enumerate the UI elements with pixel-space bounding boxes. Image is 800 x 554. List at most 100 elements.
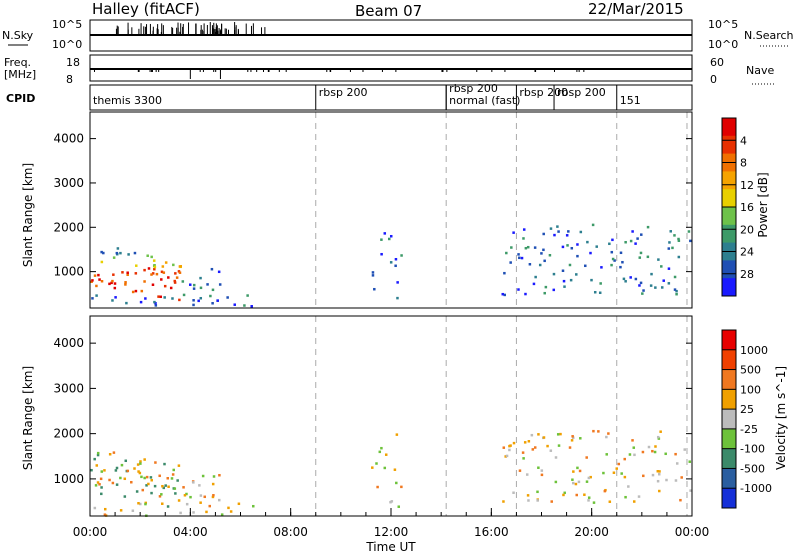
freq-dot (578, 70, 580, 72)
echo-cell (667, 247, 671, 250)
echo-cell (94, 484, 98, 487)
echo-cell (102, 251, 105, 255)
freq-dot (491, 70, 493, 72)
freq-tick-bottom: 8 (66, 73, 73, 86)
echo-cell (376, 485, 379, 489)
velocity-scatter (90, 429, 692, 517)
echo-cell (199, 276, 202, 280)
echo-cell (93, 506, 97, 510)
echo-cell (93, 457, 96, 461)
echo-cell (113, 282, 117, 285)
echo-cell (537, 466, 540, 469)
echo-cell (646, 255, 650, 259)
echo-cell (99, 477, 103, 481)
nave-tick-bottom: 0 (710, 73, 717, 86)
freq-dot (441, 70, 443, 72)
echo-cell (556, 433, 560, 436)
echo-cell (208, 504, 211, 508)
echo-cell (169, 286, 173, 290)
echo-cell (161, 502, 164, 505)
freq-dot (202, 70, 204, 72)
freq-dot (158, 70, 160, 72)
echo-cell (587, 496, 591, 499)
echo-cell (147, 482, 150, 486)
echo-cell (608, 242, 611, 246)
echo-cell (158, 495, 162, 498)
echo-cell (536, 490, 539, 494)
echo-cell (531, 448, 535, 451)
echo-cell (629, 276, 632, 279)
echo-cell (126, 271, 129, 274)
echo-cell (668, 241, 671, 244)
echo-cell (561, 245, 565, 249)
freq-dot (442, 70, 444, 72)
echo-cell (380, 238, 383, 241)
echo-cell (688, 460, 692, 463)
echo-cell (145, 484, 148, 487)
echo-cell (199, 494, 203, 497)
echo-cell (133, 251, 137, 255)
echo-cell (586, 240, 589, 244)
echo-cell (103, 513, 107, 516)
echo-cell (143, 458, 146, 461)
echo-cell (512, 441, 516, 445)
nsearch-label: N.Search (744, 29, 794, 42)
echo-cell (631, 230, 634, 233)
velocity-ylabel: Slant Range [km] (21, 366, 35, 470)
echo-cell (159, 295, 162, 299)
echo-cell (400, 254, 403, 257)
echo-cell (220, 513, 224, 516)
colorbar-swatch (722, 278, 736, 297)
freq-dot (446, 70, 448, 72)
echo-cell (383, 232, 387, 235)
echo-cell (508, 448, 511, 452)
freq-dot (151, 70, 153, 72)
echo-cell (163, 462, 166, 466)
echo-cell (637, 495, 641, 498)
colorbar-swatch (722, 224, 736, 244)
colorbar-swatch (722, 260, 736, 279)
echo-cell (171, 473, 175, 476)
colorbar-tick-label: -1000 (740, 482, 772, 495)
colorbar-swatch (722, 468, 736, 489)
nsky-trace (90, 22, 692, 36)
echo-cell (177, 464, 181, 467)
echo-cell (570, 246, 574, 250)
echo-cell (610, 263, 613, 267)
echo-cell (542, 248, 545, 252)
cpid-label: CPID (6, 92, 35, 105)
nsky-tick-bottom: 10^0 (52, 38, 82, 51)
cpid-segment-label: 151 (620, 94, 641, 107)
echo-cell (579, 437, 582, 440)
echo-cell (611, 238, 614, 242)
echo-cell (153, 265, 157, 269)
echo-cell (669, 230, 673, 233)
echo-cell (634, 242, 637, 245)
echo-cell (178, 265, 182, 268)
echo-cell (544, 285, 548, 289)
echo-cell (98, 483, 101, 486)
echo-cell (528, 263, 532, 266)
x-tick-label: 00:00 (73, 525, 108, 539)
echo-cell (675, 292, 678, 296)
echo-cell (590, 278, 593, 282)
y-tick-label: 1000 (53, 265, 84, 279)
colorbar-tick-label: 28 (740, 268, 754, 281)
echo-cell (550, 500, 553, 503)
echo-cell (665, 478, 668, 482)
echo-cell (91, 297, 94, 300)
echo-cell (155, 272, 159, 276)
freq-dot (534, 70, 536, 72)
echo-cell (171, 297, 174, 300)
echo-cell (178, 298, 181, 302)
echo-cell (199, 296, 203, 300)
cpid-segment-label: rbsp 200 (319, 86, 368, 99)
echo-cell (163, 296, 166, 299)
echo-cell (197, 299, 200, 303)
echo-cell (95, 464, 99, 467)
colorbar-tick-label: 1000 (740, 344, 768, 357)
echo-cell (209, 294, 212, 298)
echo-cell (192, 283, 196, 287)
echo-cell (176, 479, 179, 482)
echo-cell (175, 276, 179, 279)
